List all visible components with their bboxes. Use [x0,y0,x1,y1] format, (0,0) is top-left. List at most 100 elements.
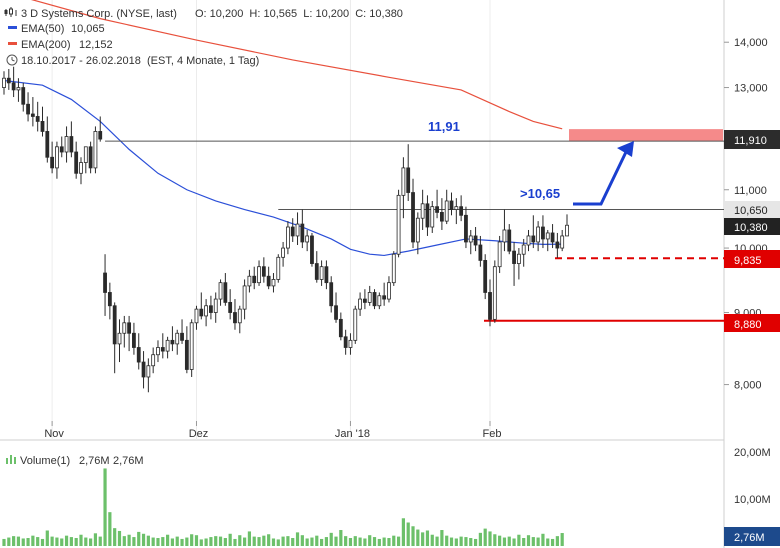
candle-body [507,229,512,252]
candle-body [146,365,151,378]
volume-bar [406,522,410,546]
volume-bar [498,535,502,546]
ema200-series [30,0,563,130]
candle-body [305,235,310,243]
period-range: 18.10.2017 - 26.02.2018 (EST, 4 Monate, … [21,55,259,67]
volume-bar [392,535,396,546]
volume-value-1: 2,76M [79,455,110,467]
candle-body [439,212,444,222]
y-tick-label: 11,000 [734,185,767,197]
volume-bar [204,538,208,546]
y-tick-label: 14,000 [734,37,768,49]
candle-body [512,250,516,264]
candle-body [526,235,531,246]
candle-body [55,146,59,169]
candle-body [242,285,247,310]
candle-body [550,232,555,243]
candle-body [286,226,290,249]
level-tag-support2: 8,880 [724,314,780,332]
volume-bar [199,539,203,546]
volume-bar [411,526,415,546]
candle-body [478,244,483,261]
candle-body [295,223,300,237]
volume-bar [108,512,112,546]
ema200-line [30,0,563,130]
candle-body [492,266,497,320]
svg-text:8,880: 8,880 [734,319,762,331]
candle-body [141,361,146,378]
volume-bar [377,538,381,546]
volume-tick-20m: 20,00M [734,447,771,459]
volume-bar [396,536,401,546]
candle-body [387,282,391,300]
volume-bar [546,538,550,546]
candle-body [180,332,184,341]
candle-body [300,223,305,243]
volume-bar [16,536,21,546]
candle-body [329,282,334,307]
candle-body [516,253,521,264]
volume-bar [36,537,40,546]
volume-bar [103,468,107,546]
volume-bar [228,533,232,546]
candle-body [69,136,74,153]
volume-bar [262,535,266,546]
candle-body [545,232,550,240]
candle-body [88,146,93,169]
candle-body [218,282,223,300]
volume-last-tag: 2,76M [724,527,780,546]
volume-bar [372,537,377,546]
candle-body [271,279,276,287]
candle-body [209,305,213,313]
volume-bar [141,533,146,546]
volume-bar [89,538,93,546]
candle-body [483,260,488,293]
candle-body [45,131,50,158]
volume-bar [233,538,237,546]
volume-bar [247,531,252,546]
volume-bar [79,534,83,546]
level-tag-support1: 9,835 [724,250,780,268]
volume-bar [493,534,497,546]
volume-bar [315,535,319,546]
volume-bar [271,538,276,546]
volume-bar [387,538,391,546]
volume-bar [348,538,353,546]
volume-bar [185,537,189,546]
volume-bar [334,536,338,546]
candle-body [26,103,30,115]
candle-body [319,266,324,280]
candle-body [247,275,252,287]
candle-body [497,241,502,268]
candle-body [252,275,257,284]
volume-bar [440,530,444,546]
volume-bar [180,538,184,546]
candle-body [83,146,88,163]
breakout-annotation: >10,65 [520,186,560,201]
instrument-name: 3 D Systems Corp. (NYSE, last) [21,8,177,20]
candle-body [338,318,343,338]
candle-body [382,295,387,300]
x-tick-label: Dez [189,428,209,440]
volume-bar [425,530,430,546]
candle-body [310,235,314,264]
volume-bar [512,538,516,546]
candle-body [290,226,295,237]
candle-body [151,354,156,367]
volume-bar [137,531,141,546]
volume-bar [300,535,304,546]
volume-bar [382,537,386,546]
target-arrow-line [573,151,628,206]
candle-body [74,151,79,174]
candle-body [204,305,209,317]
volume-bar [550,538,555,546]
volume-bar [449,537,454,546]
volume-bar [209,537,213,546]
volume-bar [319,538,324,546]
price-levels [105,129,724,322]
candle-body [21,87,26,105]
volume-bar [305,538,309,546]
volume-bar [190,534,194,546]
y-tick-label: 13,000 [734,83,768,95]
candle-body [560,235,565,249]
